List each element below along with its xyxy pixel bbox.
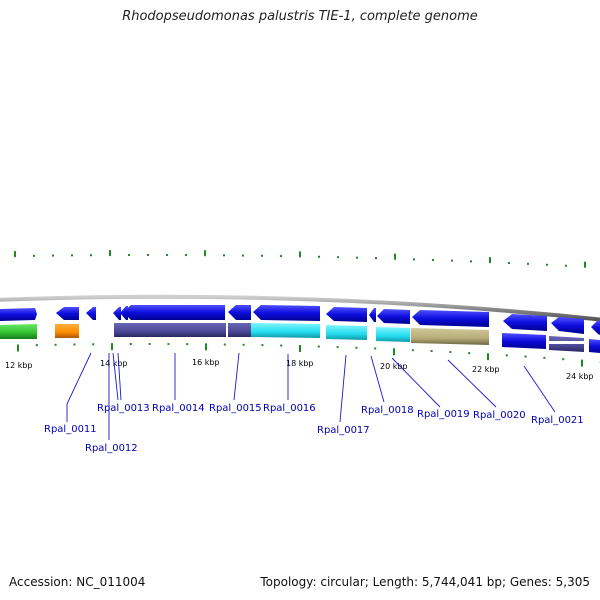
gene-forward-feature[interactable]	[0, 308, 37, 321]
gene-rpal-0018b[interactable]	[377, 309, 410, 324]
gene-label-rpal-0020[interactable]: Rpal_0020	[473, 410, 526, 421]
leader-rpal-0019	[391, 357, 441, 408]
gene-rpal-0021a[interactable]	[503, 314, 547, 331]
gene-label-rpal-0014[interactable]: Rpal_0014	[152, 403, 205, 414]
scale-label-18kbp: 18 kbp	[286, 359, 314, 368]
scale-label-12kbp: 12 kbp	[5, 361, 33, 370]
cog-block-khaki[interactable]	[411, 328, 489, 345]
scale-label-24kbp: 24 kbp	[566, 372, 594, 381]
cog-block-slate[interactable]	[114, 323, 226, 337]
gene-label-rpal-0016[interactable]: Rpal_0016	[263, 403, 316, 414]
gene-label-rpal-0015[interactable]: Rpal_0015	[209, 403, 262, 414]
gene-label-rpal-0017[interactable]: Rpal_0017	[317, 425, 370, 436]
genome-summary-text: Topology: circular; Length: 5,744,041 bp…	[260, 575, 590, 589]
scale-label-20kbp: 20 kbp	[380, 362, 408, 371]
gene-rpal-0017[interactable]	[326, 307, 367, 322]
gene-rpal-0012[interactable]	[86, 307, 96, 320]
cog-block-mixed-stripe	[549, 341, 584, 344]
gene-rpal-0015[interactable]	[228, 305, 251, 320]
accession-text: Accession: NC_011004	[9, 575, 146, 589]
cog-block-orange[interactable]	[55, 324, 79, 338]
cog-block-cyan-3[interactable]	[376, 327, 410, 342]
gene-rpal-0019[interactable]	[412, 310, 489, 327]
gene-label-rpal-0011[interactable]: Rpal_0011	[44, 424, 97, 435]
leader-rpal-0018	[370, 355, 385, 403]
scale-tick-row	[17, 343, 600, 367]
scale-labels: 12 kbp 14 kbp 16 kbp 18 kbp 20 kbp 22 kb…	[5, 358, 594, 381]
cog-block-blue[interactable]	[502, 333, 546, 349]
cog-block-cyan-2[interactable]	[326, 325, 367, 340]
gene-label-rpal-0021[interactable]: Rpal_0021	[531, 415, 584, 426]
top-tick-row	[14, 250, 586, 268]
leader-rpal-0020	[447, 359, 497, 408]
gene-label-rpal-0018[interactable]: Rpal_0018	[361, 405, 414, 416]
gene-rpal-0016[interactable]	[253, 305, 320, 321]
leader-rpal-0011	[66, 352, 92, 405]
gene-rpal-0018a[interactable]	[369, 308, 376, 322]
leader-rpal-0021	[523, 365, 556, 413]
gene-labels: Rpal_0011 Rpal_0012 Rpal_0013 Rpal_0014 …	[44, 403, 584, 454]
cog-block-edge[interactable]	[589, 339, 600, 353]
gene-rpal-0013a[interactable]	[113, 307, 121, 320]
gene-rpal-0011[interactable]	[56, 307, 79, 320]
gene-label-rpal-0012[interactable]: Rpal_0012	[85, 443, 138, 454]
leader-rpal-0013b	[117, 352, 122, 401]
gene-rpal-0022[interactable]	[591, 320, 600, 335]
leader-rpal-0015	[233, 352, 240, 401]
forward-strand-row	[0, 305, 600, 335]
leader-rpal-0013a	[112, 352, 119, 401]
map-title: Rhodopseudomonas palustris TIE-1, comple…	[122, 9, 478, 24]
scale-label-16kbp: 16 kbp	[192, 358, 220, 367]
cog-category-row	[0, 323, 600, 353]
cog-block-slate-2[interactable]	[228, 323, 251, 337]
backbone-arc	[0, 294, 600, 322]
cog-block-cyan[interactable]	[251, 323, 320, 338]
scale-label-22kbp: 22 kbp	[472, 365, 500, 374]
gene-rpal-0021b[interactable]	[551, 317, 584, 334]
label-leader-lines	[66, 352, 556, 440]
leader-rpal-0017	[339, 354, 347, 423]
gene-label-rpal-0013[interactable]: Rpal_0013	[97, 403, 150, 414]
gene-rpal-0014[interactable]	[123, 305, 225, 320]
gene-label-rpal-0019[interactable]: Rpal_0019	[417, 409, 470, 420]
cog-block-green[interactable]	[0, 324, 37, 339]
